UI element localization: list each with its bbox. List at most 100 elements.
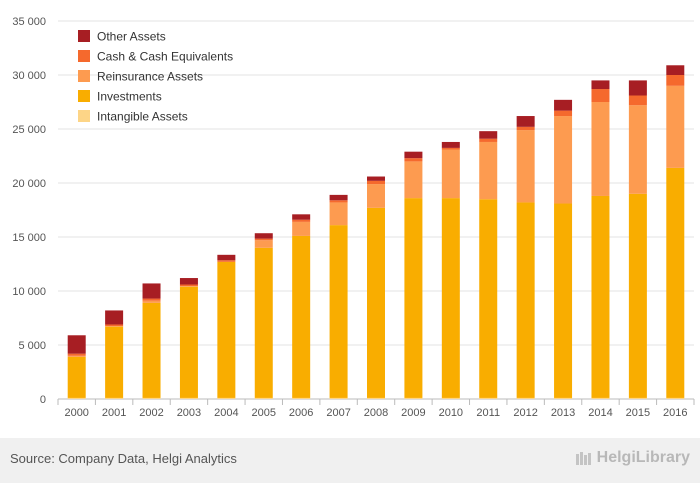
x-tick-label: 2008	[364, 407, 388, 419]
legend-swatch	[78, 30, 90, 42]
bar-segment	[105, 397, 124, 399]
bar-segment	[554, 110, 573, 117]
bar-segment	[591, 397, 610, 399]
bar-segment	[479, 131, 498, 139]
bar-segment	[628, 95, 647, 106]
x-tick-label: 2006	[289, 407, 313, 419]
bar-segment	[217, 397, 236, 399]
bar-segment	[329, 202, 348, 226]
x-tick-label: 2016	[663, 407, 687, 419]
bar-segment	[67, 353, 86, 356]
bar-segment	[591, 102, 610, 196]
bar-segment	[441, 147, 460, 150]
bar-segment	[179, 284, 198, 287]
bar-segment	[367, 207, 385, 398]
bar-segment	[292, 397, 311, 399]
bar-segment	[554, 203, 573, 398]
bar-segment	[404, 198, 423, 398]
bar-segment	[67, 397, 86, 399]
x-tick-label: 2010	[439, 407, 463, 419]
legend-label: Cash & Cash Equivalents	[97, 50, 233, 64]
bar-segment	[142, 302, 161, 398]
bar-segment	[367, 184, 385, 208]
x-tick-label: 2011	[476, 407, 500, 419]
bar-segment	[516, 130, 535, 203]
bar-segment	[142, 283, 161, 299]
bar-segment	[441, 149, 460, 199]
bar-segment	[404, 158, 423, 162]
bar-segment	[179, 286, 198, 287]
legend-label: Reinsurance Assets	[97, 70, 203, 84]
bar-segment	[142, 300, 161, 303]
y-tick-label: 20 000	[12, 178, 46, 190]
bar-segment	[628, 80, 647, 96]
x-tick-label: 2009	[401, 407, 425, 419]
legend-swatch	[78, 50, 90, 62]
legend-label: Other Assets	[97, 30, 166, 44]
bar-segment	[554, 116, 573, 204]
y-tick-label: 30 000	[12, 70, 46, 82]
axes: 0 5 000 10 000 15 000 20 000 25 000 30 000 35 0…	[12, 16, 695, 419]
footer-bar	[0, 438, 700, 483]
bar-segment	[217, 261, 236, 398]
source-text: Source: Company Data, Helgi Analytics	[10, 451, 237, 466]
bar-segment	[254, 240, 273, 248]
bar-segment	[254, 247, 273, 398]
bar-segment	[441, 397, 460, 399]
bar-segment	[67, 355, 86, 357]
legend-swatch	[78, 90, 90, 102]
bar-segment	[292, 221, 311, 236]
x-tick-label: 2012	[513, 407, 537, 419]
bar-segment	[441, 141, 460, 148]
x-tick-label: 2000	[64, 407, 88, 419]
bar-segment	[591, 195, 610, 398]
stacked-bar-chart: 0 5 000 10 000 15 000 20 000 25 000 30 000 35 0…	[12, 16, 695, 419]
legend-swatch	[78, 110, 90, 122]
bar-segment	[254, 233, 273, 239]
y-tick-label: 5 000	[18, 340, 46, 352]
bar-segment	[142, 397, 161, 399]
bar-segment	[292, 235, 311, 398]
x-tick-label: 2013	[551, 407, 575, 419]
bar-segment	[254, 238, 273, 241]
bar-segment	[217, 254, 236, 261]
bar-segment	[105, 324, 124, 327]
bar-segment	[254, 397, 273, 399]
bar-segment	[441, 198, 460, 398]
bar-segment	[404, 397, 423, 399]
bar-segment	[404, 161, 423, 199]
bar-segment	[329, 194, 348, 201]
bar-segment	[628, 193, 647, 398]
bar-segment	[628, 105, 647, 194]
bar-segment	[105, 310, 124, 325]
x-tick-label: 2001	[102, 407, 126, 419]
bar-segment	[179, 397, 198, 399]
y-tick-label: 10 000	[12, 286, 46, 298]
x-tick-label: 2002	[139, 407, 163, 419]
legend-swatch	[78, 70, 90, 82]
bar-segment	[142, 298, 161, 301]
bar-segment	[292, 219, 311, 222]
bar-segment	[404, 151, 423, 159]
x-tick-label: 2005	[252, 407, 276, 419]
bar-segment	[479, 141, 498, 200]
legend: Other Assets Cash & Cash Equivalents Reins…	[78, 30, 233, 124]
bar-segment	[67, 335, 86, 354]
bar-segment	[367, 176, 385, 181]
bar-segment	[666, 65, 685, 75]
bar-segment	[329, 397, 348, 399]
bar-segment	[329, 200, 348, 203]
bar-segment	[666, 75, 685, 86]
bar-segment	[179, 286, 198, 398]
bar-segment	[367, 397, 385, 399]
y-tick-label: 35 000	[12, 16, 46, 28]
y-tick-label: 25 000	[12, 124, 46, 136]
legend-label: Investments	[97, 90, 162, 104]
bar-segment	[516, 116, 535, 127]
x-tick-label: 2007	[326, 407, 350, 419]
bar-segment	[329, 225, 348, 398]
bar-segment	[105, 326, 124, 398]
bar-segment	[516, 202, 535, 398]
bar-segment	[217, 260, 236, 262]
bar-segment	[479, 138, 498, 142]
